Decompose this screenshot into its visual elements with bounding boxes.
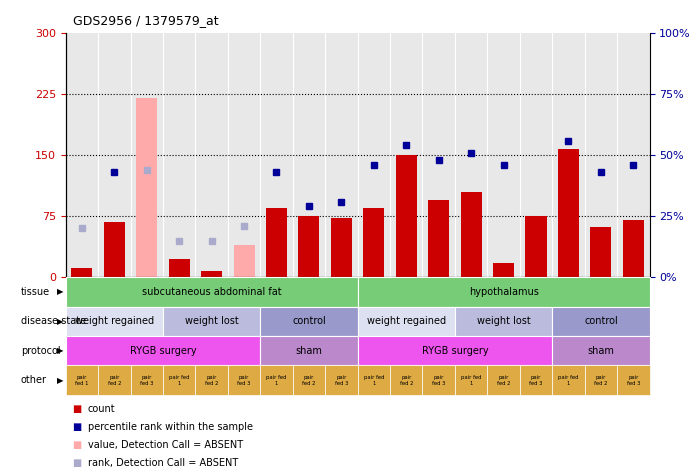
Bar xyxy=(201,271,223,277)
Bar xyxy=(71,269,93,277)
Bar xyxy=(428,200,449,277)
Bar xyxy=(590,227,612,277)
Text: pair
fed 2: pair fed 2 xyxy=(302,375,316,385)
Bar xyxy=(136,98,158,277)
Text: subcutaneous abdominal fat: subcutaneous abdominal fat xyxy=(142,287,281,297)
Bar xyxy=(169,259,190,277)
Text: pair
fed 3: pair fed 3 xyxy=(238,375,251,385)
Text: pair
fed 2: pair fed 2 xyxy=(205,375,218,385)
Bar xyxy=(461,192,482,277)
Text: pair
fed 2: pair fed 2 xyxy=(108,375,121,385)
Bar xyxy=(525,216,547,277)
Text: RYGB surgery: RYGB surgery xyxy=(130,346,196,356)
Text: weight regained: weight regained xyxy=(75,316,154,327)
Text: hypothalamus: hypothalamus xyxy=(468,287,538,297)
Text: pair fed
1: pair fed 1 xyxy=(461,375,482,385)
Bar xyxy=(266,208,287,277)
Text: GDS2956 / 1379579_at: GDS2956 / 1379579_at xyxy=(73,14,218,27)
Text: ▶: ▶ xyxy=(57,288,64,296)
Text: count: count xyxy=(88,404,115,414)
Text: ▶: ▶ xyxy=(57,346,64,355)
Text: ▶: ▶ xyxy=(57,317,64,326)
Text: percentile rank within the sample: percentile rank within the sample xyxy=(88,422,253,432)
Bar xyxy=(331,218,352,277)
Bar xyxy=(169,263,190,277)
Bar xyxy=(493,263,514,277)
Text: pair
fed 3: pair fed 3 xyxy=(432,375,446,385)
Bar xyxy=(363,208,384,277)
Text: control: control xyxy=(292,316,326,327)
Text: protocol: protocol xyxy=(21,346,60,356)
Text: disease state: disease state xyxy=(21,316,86,327)
Bar xyxy=(71,267,93,277)
Text: pair
fed 3: pair fed 3 xyxy=(529,375,542,385)
Text: ■: ■ xyxy=(73,422,82,432)
Text: ■: ■ xyxy=(73,440,82,450)
Text: control: control xyxy=(584,316,618,327)
Bar xyxy=(493,267,514,277)
Bar xyxy=(396,155,417,277)
Text: pair
fed 3: pair fed 3 xyxy=(334,375,348,385)
Bar xyxy=(104,222,125,277)
Text: pair
fed 1: pair fed 1 xyxy=(75,375,88,385)
Text: ■: ■ xyxy=(73,458,82,468)
Text: other: other xyxy=(21,375,47,385)
Text: tissue: tissue xyxy=(21,287,50,297)
Bar xyxy=(299,216,319,277)
Text: pair fed
1: pair fed 1 xyxy=(169,375,189,385)
Text: pair fed
1: pair fed 1 xyxy=(558,375,578,385)
Text: pair
fed 3: pair fed 3 xyxy=(140,375,153,385)
Text: rank, Detection Call = ABSENT: rank, Detection Call = ABSENT xyxy=(88,458,238,468)
Text: pair fed
1: pair fed 1 xyxy=(266,375,287,385)
Text: value, Detection Call = ABSENT: value, Detection Call = ABSENT xyxy=(88,440,243,450)
Text: pair fed
1: pair fed 1 xyxy=(363,375,384,385)
Text: sham: sham xyxy=(296,346,323,356)
Text: weight regained: weight regained xyxy=(367,316,446,327)
Bar xyxy=(558,149,579,277)
Text: pair
fed 3: pair fed 3 xyxy=(627,375,640,385)
Text: weight lost: weight lost xyxy=(477,316,531,327)
Text: pair
fed 2: pair fed 2 xyxy=(594,375,607,385)
Text: pair
fed 2: pair fed 2 xyxy=(497,375,511,385)
Bar xyxy=(623,220,644,277)
Text: sham: sham xyxy=(587,346,614,356)
Bar xyxy=(234,245,254,277)
Text: ▶: ▶ xyxy=(57,376,64,384)
Text: pair
fed 2: pair fed 2 xyxy=(399,375,413,385)
Text: ■: ■ xyxy=(73,404,82,414)
Text: RYGB surgery: RYGB surgery xyxy=(422,346,489,356)
Text: weight lost: weight lost xyxy=(184,316,238,327)
